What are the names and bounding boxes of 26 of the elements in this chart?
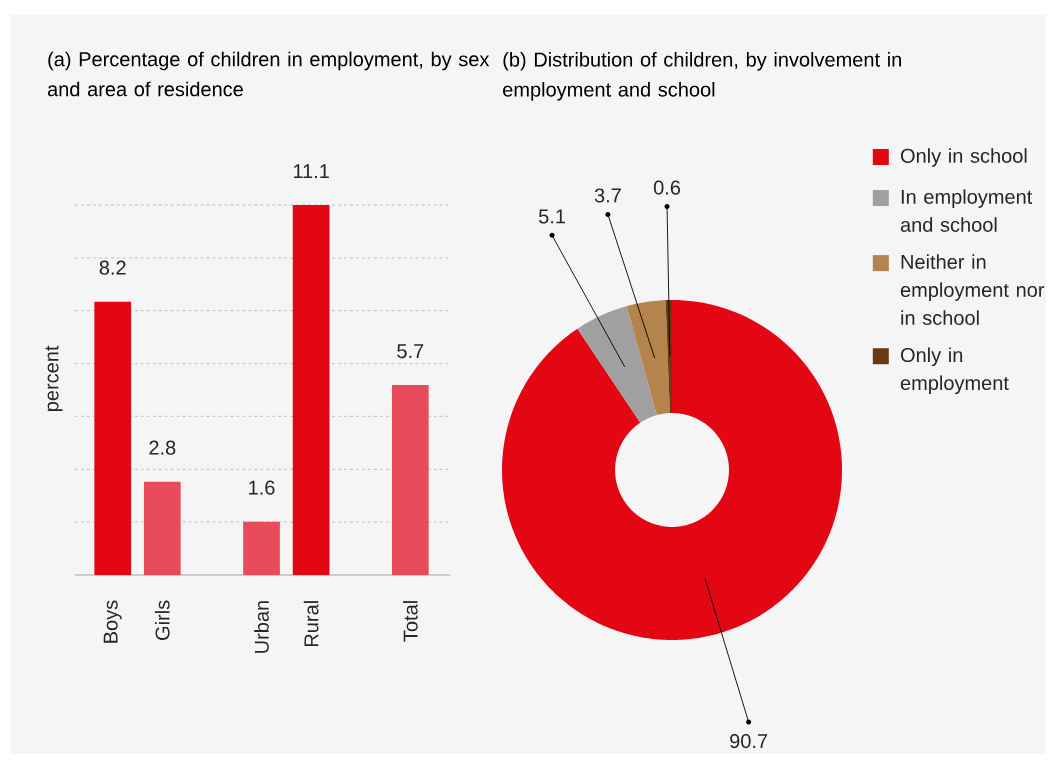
y-axis-title: percent xyxy=(45,345,63,411)
x-tick-label: Urban xyxy=(254,601,269,653)
legend-label: In employment and school xyxy=(900,189,1033,232)
bar xyxy=(143,481,181,575)
data-label: 3.7 xyxy=(594,188,621,203)
bar xyxy=(292,204,330,575)
legend-label: Only in employment xyxy=(900,347,1009,395)
chart-title: (b) Distribution of children, by involvement in employment and school xyxy=(503,51,901,101)
x-tick-label: Boys xyxy=(103,600,122,643)
bar xyxy=(391,384,429,575)
x-tick-label: Girls xyxy=(154,600,170,640)
x-tick-label: Rural xyxy=(303,601,319,646)
chart-title: (a) Percentage of children in employment, by sex and area of residence xyxy=(47,51,490,97)
legend-label: Only in school xyxy=(900,148,1027,167)
data-label: 5.7 xyxy=(397,344,424,359)
data-label: 8.2 xyxy=(99,260,126,275)
data-label: 2.8 xyxy=(149,440,176,455)
x-tick-label: Total xyxy=(402,601,418,642)
bar xyxy=(94,301,132,575)
data-label: 0.6 xyxy=(653,180,681,195)
data-label: 5.1 xyxy=(538,209,565,224)
data-label: 11.1 xyxy=(293,164,329,179)
data-label: 1.6 xyxy=(249,480,275,495)
data-label: 90.7 xyxy=(730,733,768,749)
bar xyxy=(243,521,280,575)
legend-label: Neither in employment nor in school xyxy=(900,254,1045,326)
